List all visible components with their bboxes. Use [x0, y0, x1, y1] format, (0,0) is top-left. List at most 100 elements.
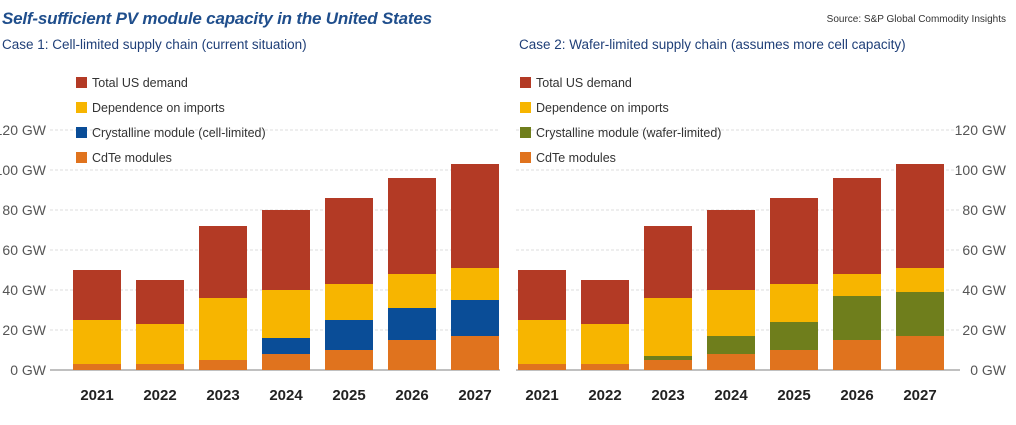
c1-legend-label: Dependence on imports: [92, 101, 225, 115]
c1-y-tick-label: 60 GW: [2, 242, 46, 258]
c2-bar-cdte-modules-2021: [518, 364, 566, 370]
c1-bar-cdte-modules-2021: [73, 364, 121, 370]
c1-bar-dependence-on-imports-2025: [325, 284, 373, 320]
c1-bar-cdte-modules-2025: [325, 350, 373, 370]
c2-y-tick-label: 20 GW: [962, 322, 1006, 338]
case2-subtitle: Case 2: Wafer-limited supply chain (assu…: [519, 37, 906, 52]
c2-bar-cdte-modules-2023: [644, 360, 692, 370]
c2-bar-total-us-demand-2027: [896, 164, 944, 268]
c2-legend-swatch: [520, 152, 531, 163]
c2-legend-swatch: [520, 77, 531, 88]
c2-bar-dependence-on-imports-2021: [518, 320, 566, 364]
c1-bar-total-us-demand-2022: [136, 280, 184, 324]
c1-x-tick-label: 2024: [269, 387, 303, 404]
c2-bar-cdte-modules-2026: [833, 340, 881, 370]
c1-x-tick-label: 2025: [332, 387, 365, 404]
c2-bar-dependence-on-imports-2024: [707, 290, 755, 336]
c2-bar-cdte-modules-2027: [896, 336, 944, 370]
c1-y-tick-label: 100 GW: [0, 162, 47, 178]
c2-bar-crystalline-module-wafer-limited--2027: [896, 292, 944, 336]
c2-bar-total-us-demand-2026: [833, 178, 881, 274]
c2-x-tick-label: 2026: [840, 387, 873, 404]
c1-bar-dependence-on-imports-2027: [451, 268, 499, 300]
c1-x-tick-label: 2027: [458, 387, 491, 404]
c1-y-tick-label: 80 GW: [2, 202, 46, 218]
c1-bar-cdte-modules-2027: [451, 336, 499, 370]
c1-legend-swatch: [76, 102, 87, 113]
c2-y-tick-label: 120 GW: [955, 122, 1007, 138]
c2-bar-cdte-modules-2025: [770, 350, 818, 370]
c2-bar-total-us-demand-2021: [518, 270, 566, 320]
c1-bar-cdte-modules-2023: [199, 360, 247, 370]
c2-bar-total-us-demand-2024: [707, 210, 755, 290]
c2-bar-total-us-demand-2025: [770, 198, 818, 284]
c1-y-tick-label: 40 GW: [2, 282, 46, 298]
c1-bar-cdte-modules-2022: [136, 364, 184, 370]
c1-bar-cdte-modules-2026: [388, 340, 436, 370]
c2-y-tick-label: 40 GW: [962, 282, 1006, 298]
c2-legend-swatch: [520, 102, 531, 113]
c2-x-tick-label: 2023: [651, 387, 684, 404]
c2-bar-dependence-on-imports-2023: [644, 298, 692, 356]
case1-subtitle: Case 1: Cell-limited supply chain (curre…: [2, 37, 307, 52]
c1-legend-label: CdTe modules: [92, 151, 172, 165]
c2-legend-label: CdTe modules: [536, 151, 616, 165]
c2-bar-total-us-demand-2022: [581, 280, 629, 324]
c2-bar-total-us-demand-2023: [644, 226, 692, 298]
c2-legend-label: Dependence on imports: [536, 101, 669, 115]
c2-bar-dependence-on-imports-2027: [896, 268, 944, 292]
c1-y-tick-label: 0 GW: [10, 362, 47, 378]
c1-bar-crystalline-module-cell-limited--2024: [262, 338, 310, 354]
c2-bar-crystalline-module-wafer-limited--2024: [707, 336, 755, 354]
c2-bar-dependence-on-imports-2025: [770, 284, 818, 322]
c2-x-tick-label: 2022: [588, 387, 621, 404]
c1-x-tick-label: 2026: [395, 387, 428, 404]
c1-bar-total-us-demand-2025: [325, 198, 373, 284]
c2-bar-cdte-modules-2022: [581, 364, 629, 370]
source-note: Source: S&P Global Commodity Insights: [826, 14, 1006, 25]
c2-x-tick-label: 2021: [525, 387, 558, 404]
c1-bar-total-us-demand-2024: [262, 210, 310, 290]
c1-bar-total-us-demand-2023: [199, 226, 247, 298]
c1-legend-label: Crystalline module (cell-limited): [92, 126, 266, 140]
c2-bar-crystalline-module-wafer-limited--2023: [644, 356, 692, 360]
c1-bar-dependence-on-imports-2022: [136, 324, 184, 364]
c1-bar-crystalline-module-cell-limited--2025: [325, 320, 373, 350]
c2-bar-crystalline-module-wafer-limited--2025: [770, 322, 818, 350]
c1-legend-swatch: [76, 127, 87, 138]
c1-bar-dependence-on-imports-2023: [199, 298, 247, 360]
c1-bar-crystalline-module-cell-limited--2026: [388, 308, 436, 340]
c1-bar-dependence-on-imports-2021: [73, 320, 121, 364]
c1-x-tick-label: 2023: [206, 387, 239, 404]
c2-x-tick-label: 2025: [777, 387, 810, 404]
c1-bar-crystalline-module-cell-limited--2027: [451, 300, 499, 336]
c2-bar-crystalline-module-wafer-limited--2026: [833, 296, 881, 340]
c2-legend-swatch: [520, 127, 531, 138]
c2-legend-label: Total US demand: [536, 76, 632, 90]
c2-x-tick-label: 2027: [903, 387, 936, 404]
c1-y-tick-label: 20 GW: [2, 322, 46, 338]
c2-bar-cdte-modules-2024: [707, 354, 755, 370]
c2-y-tick-label: 100 GW: [955, 162, 1007, 178]
chart-title: Self-sufficient PV module capacity in th…: [2, 9, 432, 28]
c1-y-tick-label: 120 GW: [0, 122, 47, 138]
c2-x-tick-label: 2024: [714, 387, 748, 404]
c1-legend-swatch: [76, 77, 87, 88]
c1-x-tick-label: 2022: [143, 387, 176, 404]
c1-bar-cdte-modules-2024: [262, 354, 310, 370]
c1-bar-dependence-on-imports-2024: [262, 290, 310, 338]
c2-y-tick-label: 80 GW: [962, 202, 1006, 218]
c2-bar-dependence-on-imports-2022: [581, 324, 629, 364]
c1-bar-total-us-demand-2021: [73, 270, 121, 320]
c1-bar-dependence-on-imports-2026: [388, 274, 436, 308]
c1-legend-label: Total US demand: [92, 76, 188, 90]
c2-y-tick-label: 0 GW: [970, 362, 1007, 378]
c2-legend-label: Crystalline module (wafer-limited): [536, 126, 721, 140]
c1-bar-total-us-demand-2027: [451, 164, 499, 268]
c1-bar-total-us-demand-2026: [388, 178, 436, 274]
c2-bar-dependence-on-imports-2026: [833, 274, 881, 296]
c1-x-tick-label: 2021: [80, 387, 113, 404]
c1-legend-swatch: [76, 152, 87, 163]
c2-y-tick-label: 60 GW: [962, 242, 1006, 258]
